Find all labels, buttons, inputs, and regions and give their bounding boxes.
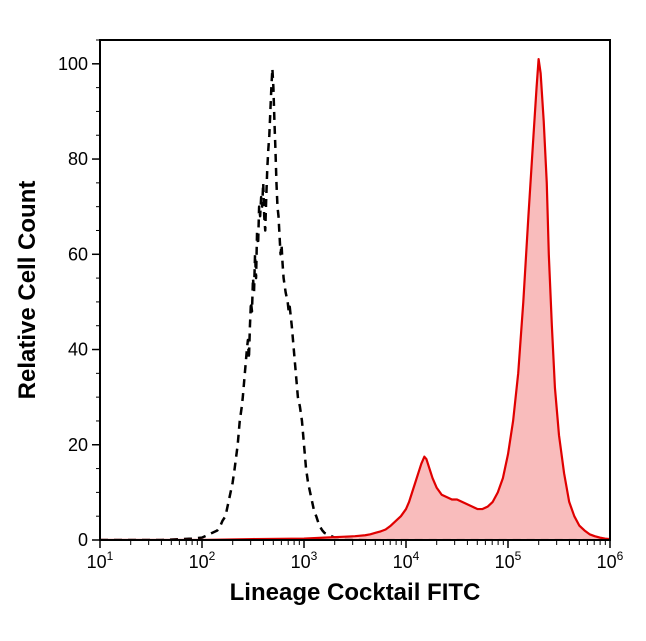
x-axis-label: Lineage Cocktail FITC — [230, 579, 481, 606]
y-axis-label: Relative Cell Count — [14, 181, 41, 400]
chart-svg: 101102103104105106Lineage Cocktail FITC0… — [0, 0, 646, 641]
y-tick-label: 40 — [68, 340, 88, 360]
y-tick-label: 60 — [68, 244, 88, 264]
flow-cytometry-chart: 101102103104105106Lineage Cocktail FITC0… — [0, 0, 646, 641]
y-tick-label: 100 — [58, 54, 88, 74]
y-tick-label: 0 — [78, 530, 88, 550]
y-tick-label: 20 — [68, 435, 88, 455]
y-tick-label: 80 — [68, 149, 88, 169]
